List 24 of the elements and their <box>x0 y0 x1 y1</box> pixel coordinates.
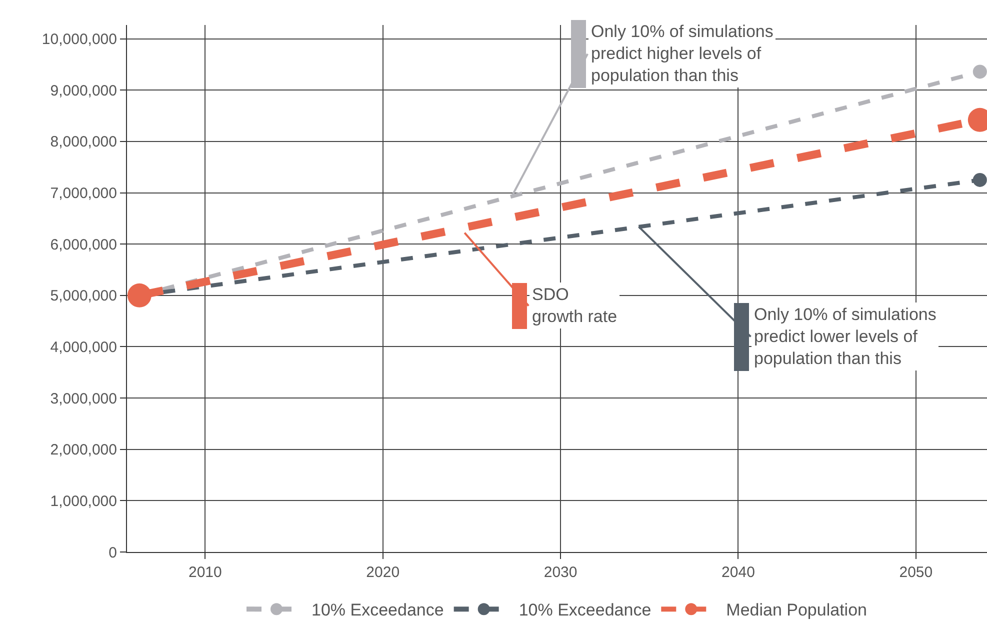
annotation: Only 10% of simulations predict higher levels of population than this <box>591 22 774 86</box>
y-tick-label: 6,000,000 <box>50 236 117 254</box>
x-tick-label: 2020 <box>366 564 400 581</box>
y-tick-label: 3,000,000 <box>50 390 117 408</box>
y-tick-label: 1,000,000 <box>50 492 117 510</box>
legend-label: Median Population <box>726 600 867 620</box>
legend-label: 10% Exceedance <box>518 600 652 620</box>
y-tick-label: 8,000,000 <box>50 134 117 151</box>
x-tick-label: 2050 <box>899 564 933 581</box>
y-tick-label: 2,000,000 <box>50 442 117 459</box>
point <box>972 64 987 79</box>
annotation: Only 10% of simulations predict lower levels of population than this <box>754 305 936 368</box>
y-tick-label: 0 <box>108 544 117 562</box>
y-tick-label: 4,000,000 <box>50 338 117 356</box>
annotation: SDO growth rate <box>532 285 618 326</box>
legend-label: 10% Exceedance <box>312 600 444 620</box>
y-tick-label: 5,000,000 <box>50 288 117 305</box>
y-tick-label: 9,000,000 <box>50 82 117 100</box>
x-tick-label: 2010 <box>188 564 222 581</box>
y-tick-label: 7,000,000 <box>50 185 117 202</box>
x-tick-label: 2030 <box>544 564 578 581</box>
y-tick-label: 10,000,000 <box>42 31 117 48</box>
point <box>972 172 987 187</box>
x-tick-label: 2040 <box>722 564 755 581</box>
